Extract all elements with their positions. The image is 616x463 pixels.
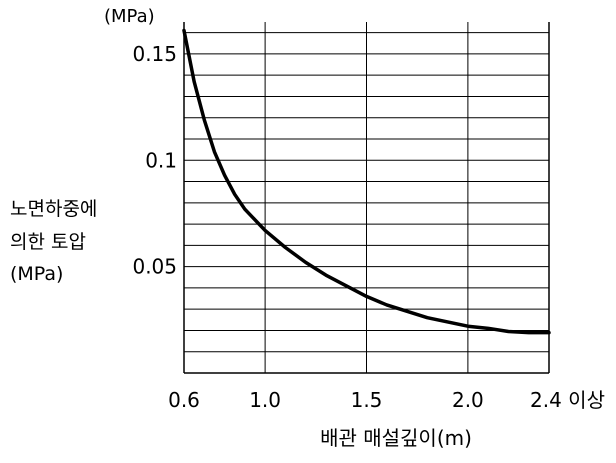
y-axis-label-line-1: 노면하중에 (10, 198, 97, 220)
x-tick-label: 0.6 (168, 388, 200, 412)
x-tick-label: 1.0 (249, 388, 281, 412)
labels: (MPa) 노면하중에 의한 토압 (MPa) 배관 매설깊이(m) 0.05 0… (10, 6, 605, 450)
y-tick-label: 0.15 (132, 42, 177, 66)
x-tick-label: 1.5 (351, 388, 383, 412)
y-axis-label-line-3: (MPa) (10, 263, 63, 285)
axes (183, 22, 550, 374)
x-tick-label: 2.0 (452, 388, 484, 412)
series-line (182, 28, 551, 335)
y-axis-label-line-2: 의한 토압 (10, 231, 86, 253)
series (182, 28, 551, 335)
y-axis-unit: (MPa) (104, 6, 155, 27)
grid (184, 22, 549, 373)
x-axis-label: 배관 매설깊이(m) (320, 426, 472, 450)
x-tick-label: 2.4 이상 (530, 388, 605, 412)
y-tick-label: 0.05 (132, 255, 177, 279)
y-tick-label: 0.1 (145, 148, 177, 172)
